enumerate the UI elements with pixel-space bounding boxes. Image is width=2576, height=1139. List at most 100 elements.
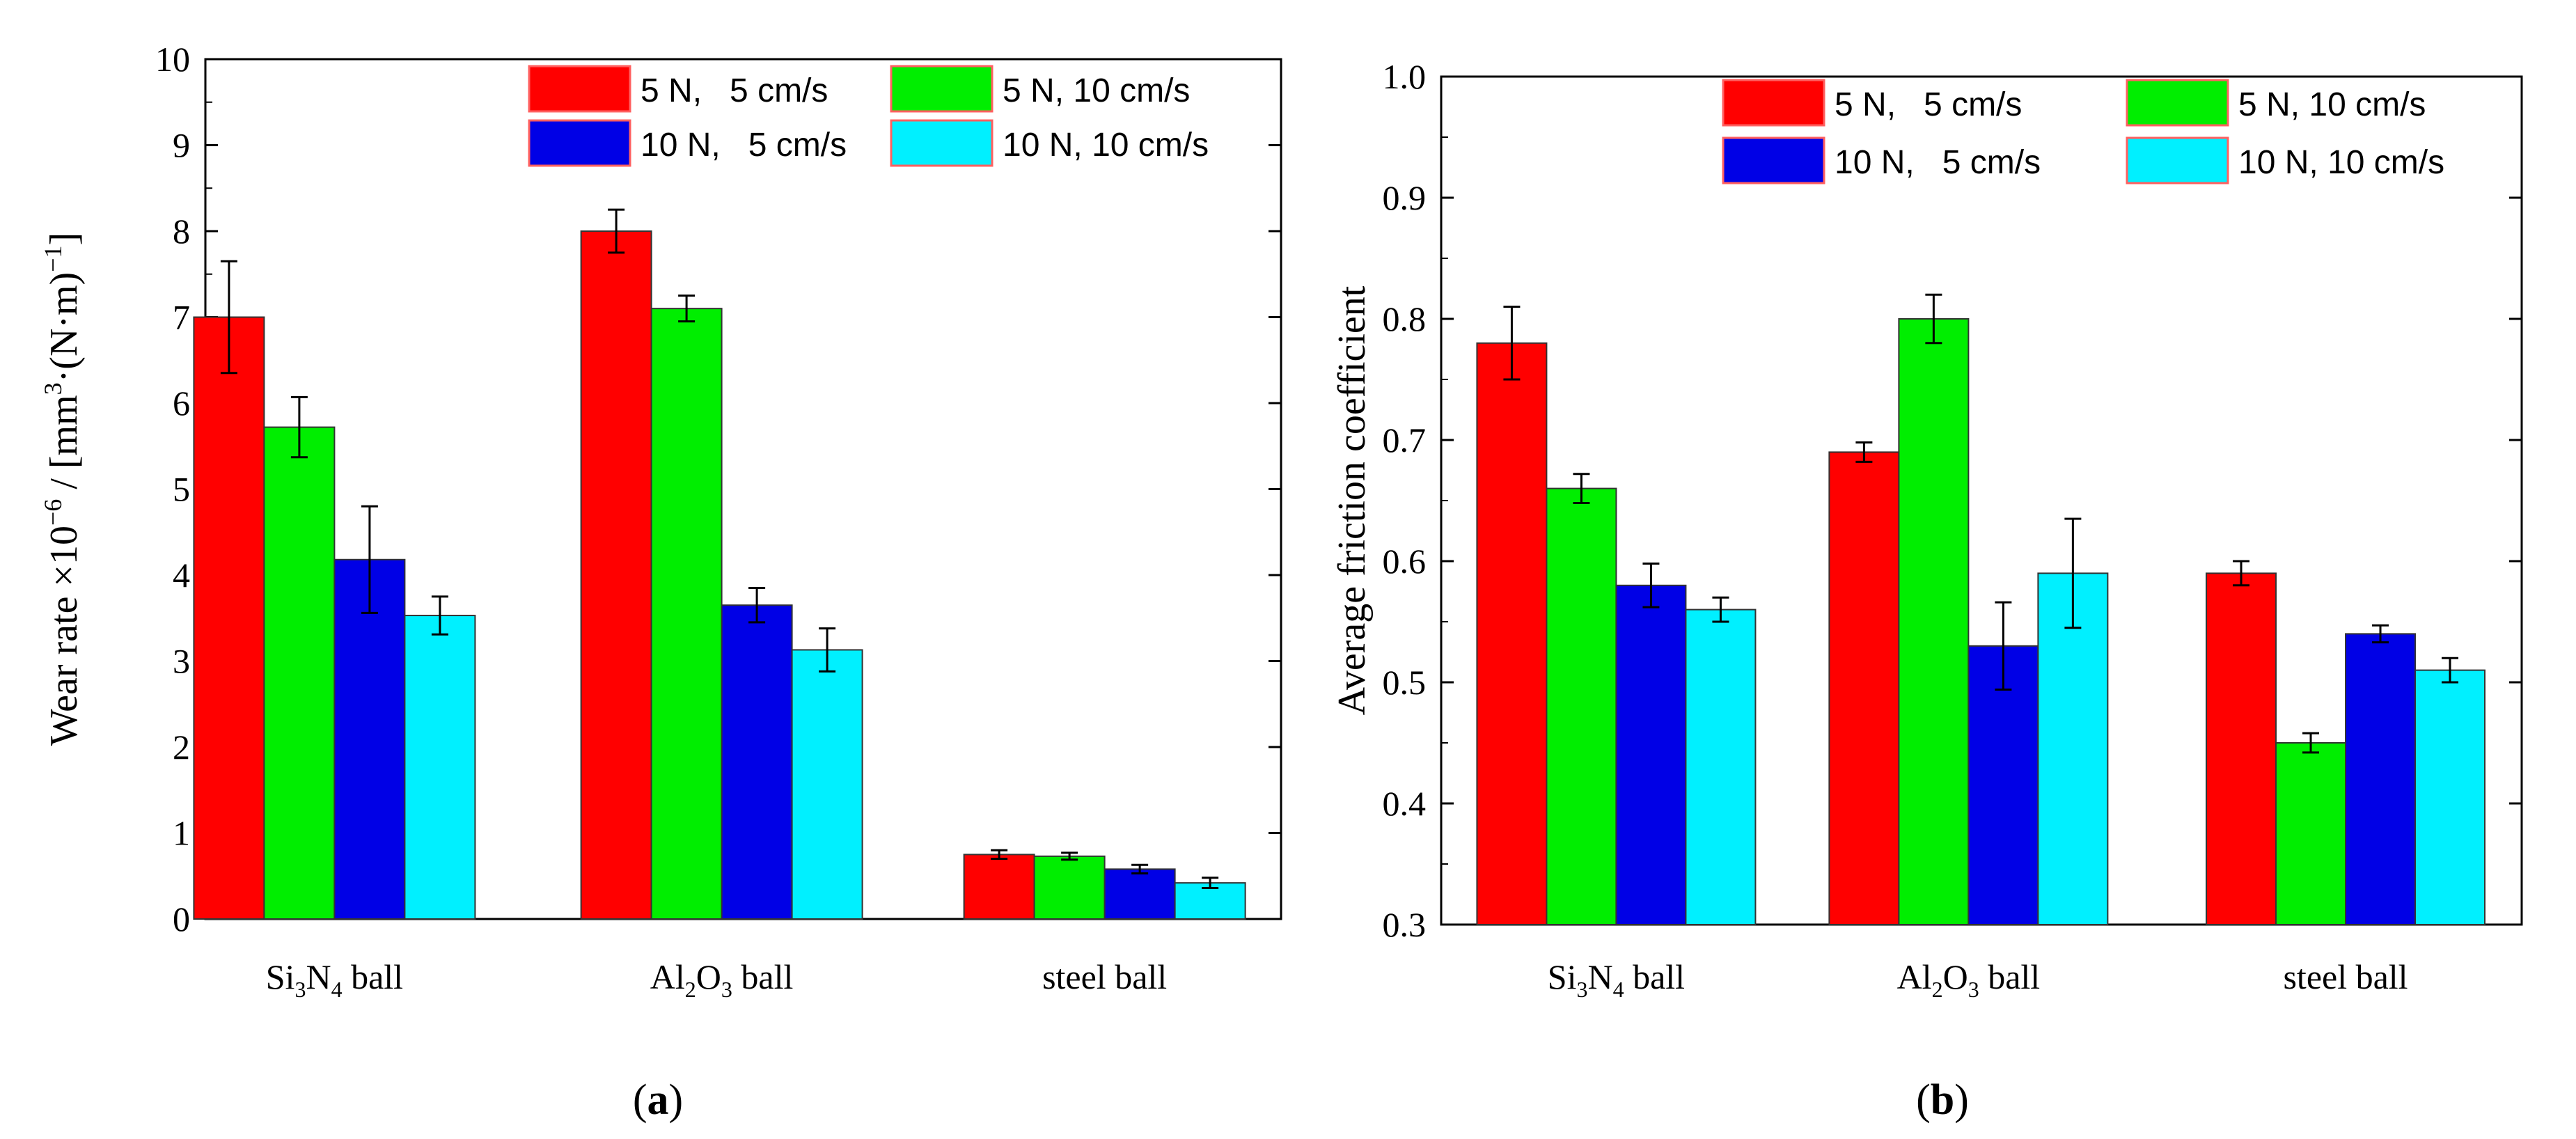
bar <box>193 316 265 920</box>
category-label: Si3N4 ball <box>266 957 403 1002</box>
y-axis-label-text: / [mm <box>42 395 86 498</box>
bar <box>580 230 652 920</box>
y-tick-label: 0 <box>173 900 190 938</box>
panel-label: (a) <box>633 1076 683 1124</box>
category-label: steel ball <box>1042 957 1167 996</box>
bar <box>2206 572 2277 926</box>
category-label-text: steel ball <box>1042 957 1167 996</box>
category-label-text: ball <box>1624 957 1685 996</box>
bar <box>404 615 476 920</box>
y-tick-label: 0.6 <box>1383 542 1427 581</box>
bar <box>2414 669 2486 925</box>
legend-label: 5 N, 10 cm/s <box>2238 86 2426 123</box>
y-axis-label-text: Wear rate ×10 <box>42 526 86 746</box>
category-subscript: 2 <box>685 977 696 1002</box>
category-label-text: Si <box>1548 957 1577 996</box>
panel-label: (b) <box>1916 1076 1969 1124</box>
category-subscript: 3 <box>1968 977 1979 1002</box>
bar <box>791 649 863 920</box>
bar <box>721 604 793 920</box>
panel-label-paren: ( <box>633 1076 647 1124</box>
panel-label-letter: b <box>1931 1076 1954 1124</box>
category-subscript: 3 <box>1576 977 1587 1002</box>
bar <box>1476 342 1548 925</box>
category-label-text: O <box>696 957 721 996</box>
panel-label-paren: ) <box>669 1076 684 1124</box>
y-tick-label: 6 <box>173 384 190 423</box>
bar <box>1615 584 1687 925</box>
category-label-text: N <box>306 957 331 996</box>
bar <box>1968 645 2039 925</box>
panel-label-paren: ) <box>1954 1076 1969 1124</box>
legend-swatch <box>890 119 994 167</box>
category-subscript: 4 <box>331 977 343 1002</box>
category-subscript: 2 <box>1932 977 1943 1002</box>
category-label: Al2O3 ball <box>1897 957 2041 1002</box>
y-axis-label: Wear rate ×10−6 / [mm3·(N·m)−1] <box>39 233 86 746</box>
y-axis-label: Average friction coefficient <box>1330 285 1374 715</box>
bar <box>650 308 723 920</box>
category-label-text: ball <box>732 957 793 996</box>
legend-swatch <box>2126 136 2229 184</box>
legend-swatch <box>2126 79 2229 127</box>
bar <box>263 426 336 920</box>
y-tick-label: 0.4 <box>1383 784 1427 823</box>
category-subscript: 3 <box>294 977 306 1002</box>
y-tick-label: 4 <box>173 556 190 595</box>
y-tick-label: 0.8 <box>1383 299 1427 338</box>
y-tick-label: 0.5 <box>1383 663 1427 702</box>
y-tick-label: 8 <box>173 212 190 251</box>
category-label: steel ball <box>2283 957 2408 996</box>
category-label-text: O <box>1943 957 1968 996</box>
bar <box>1546 487 1617 925</box>
legend-label: 10 N, 10 cm/s <box>2238 144 2444 181</box>
bar <box>1828 451 1900 925</box>
y-tick-label: 9 <box>173 126 190 165</box>
legend-swatch <box>1722 79 1825 127</box>
bar <box>2275 742 2347 925</box>
category-label-text: Al <box>1897 957 1932 996</box>
panel-label-letter: a <box>647 1076 669 1124</box>
y-tick-label: 3 <box>173 642 190 681</box>
y-axis-label-superscript: −1 <box>39 245 67 272</box>
category-label-text: ball <box>343 957 403 996</box>
y-tick-label: 1.0 <box>1383 57 1427 96</box>
bar <box>1104 868 1176 920</box>
panel-label-paren: ( <box>1916 1076 1931 1124</box>
category-subscript: 4 <box>1613 977 1624 1002</box>
y-tick-label: 2 <box>173 728 190 767</box>
legend-swatch <box>528 65 631 113</box>
category-label-text: steel ball <box>2283 957 2408 996</box>
legend-swatch <box>890 65 994 113</box>
bar <box>963 854 1035 920</box>
legend-label: 5 N, 5 cm/s <box>1835 86 2022 123</box>
y-tick-label: 1 <box>173 814 190 853</box>
category-subscript: 3 <box>721 977 732 1002</box>
category-label: Al2O3 ball <box>650 957 794 1002</box>
bar <box>1033 855 1106 920</box>
y-tick-label: 0.7 <box>1383 421 1427 459</box>
y-tick-label: 0.9 <box>1383 178 1427 217</box>
bar <box>2345 633 2417 926</box>
y-axis-label-superscript: 3 <box>39 382 67 395</box>
bar <box>1898 318 1970 925</box>
y-axis-label-text: ·(N·m) <box>42 272 86 383</box>
legend-label: 10 N, 5 cm/s <box>1835 144 2041 181</box>
category-label-text: Si <box>266 957 295 996</box>
y-tick-label: 7 <box>173 298 190 337</box>
legend-label: 10 N, 5 cm/s <box>641 127 847 164</box>
category-label-text: Al <box>650 957 685 996</box>
legend-swatch <box>1722 136 1825 184</box>
y-axis-label-superscript: −6 <box>39 499 67 526</box>
y-axis-label-text: ] <box>42 233 86 246</box>
y-tick-label: 5 <box>173 470 190 509</box>
category-label-text: ball <box>1979 957 2040 996</box>
bar <box>333 558 406 920</box>
legend-label: 10 N, 10 cm/s <box>1003 127 1209 164</box>
category-label: Si3N4 ball <box>1548 957 1685 1002</box>
category-label-text: N <box>1587 957 1612 996</box>
